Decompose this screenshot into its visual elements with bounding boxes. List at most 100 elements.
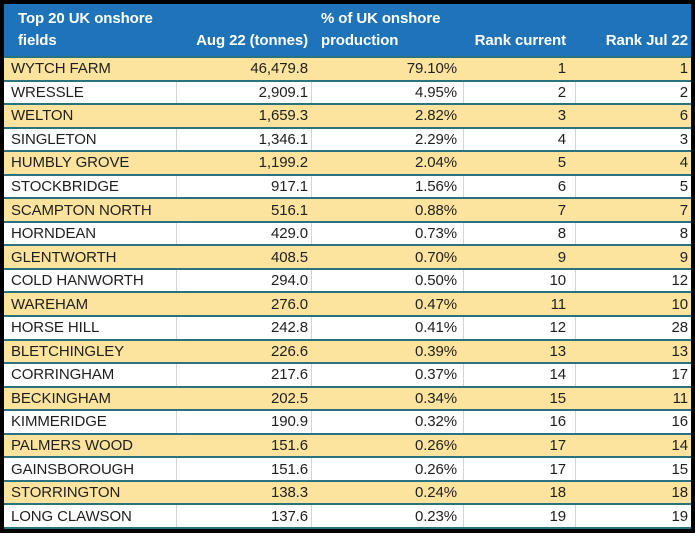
percent-cell: 0.70% [414, 248, 457, 266]
tonnes-cell: 1,199.2 [258, 154, 308, 172]
table-row: COLD HANWORTH 294.0 0.50% 10 12 [4, 267, 691, 292]
header-rank-jul22: Rank Jul 22 [575, 4, 691, 56]
rank-current-cell: 5 [557, 154, 566, 172]
tonnes-cell: 242.8 [176, 317, 311, 339]
tonnes-cell: 151.6 [176, 458, 311, 480]
tonnes-cell: 1,346.1 [176, 128, 311, 151]
rank-current-cell: 19 [463, 505, 575, 527]
table-row: LONG CLAWSON 137.6 0.23% 19 19 [4, 503, 691, 529]
rank-jul22-cell: 11 [672, 389, 688, 407]
rank-jul22-cell: 15 [575, 458, 691, 480]
rank-jul22-cell: 12 [575, 269, 691, 292]
percent-cell: 0.24% [414, 484, 457, 502]
percent-cell: 0.73% [311, 222, 463, 245]
header-fields-line1: Top 20 UK onshore [18, 10, 153, 27]
rank-current-cell: 1 [557, 60, 566, 78]
rank-current-cell: 2 [463, 81, 575, 104]
table-row: WELTON 1,659.3 2.82% 3 6 [4, 103, 691, 127]
table-row: HUMBLY GROVE 1,199.2 2.04% 5 4 [4, 150, 691, 174]
rank-current-cell: 10 [463, 269, 575, 292]
rank-jul22-cell: 8 [575, 222, 691, 245]
percent-cell: 0.50% [311, 269, 463, 292]
field-name-cell: WYTCH FARM [11, 60, 111, 78]
tonnes-cell: 138.3 [270, 484, 308, 502]
rank-jul22-cell: 18 [671, 484, 689, 502]
field-name-cell: KIMMERIDGE [11, 413, 107, 431]
tonnes-cell: 294.0 [176, 269, 311, 292]
rank-current-cell: 17 [463, 458, 575, 480]
header-pct-production: % of UK onshore production [311, 4, 463, 56]
tonnes-cell: 151.6 [270, 437, 308, 455]
tonnes-cell: 226.6 [270, 342, 308, 360]
rank-current-cell: 15 [549, 389, 567, 407]
rank-jul22-cell: 13 [671, 342, 689, 360]
rank-current-cell: 8 [463, 222, 575, 245]
percent-cell: 4.95% [311, 81, 463, 104]
header-aug22-tonnes-label: Aug 22 (tonnes) [196, 32, 308, 49]
rank-current-cell: 18 [549, 484, 567, 502]
field-name-cell: WAREHAM [11, 295, 89, 313]
table-row: GAINSBOROUGH 151.6 0.26% 17 15 [4, 456, 691, 480]
table-row: CORRINGHAM 217.6 0.37% 14 17 [4, 362, 691, 386]
percent-cell: 0.26% [414, 437, 457, 455]
rank-current-cell: 4 [463, 128, 575, 151]
table-row: STOCKBRIDGE 917.1 1.56% 6 5 [4, 173, 691, 198]
header-fields: Top 20 UK onshore fields [4, 4, 176, 56]
table-header: Top 20 UK onshore fields Aug 22 (tonnes)… [4, 4, 691, 56]
field-name-cell: HORSE HILL [11, 319, 100, 337]
table-row: PALMERS WOOD 151.6 0.26% 17 14 [4, 432, 691, 457]
field-name-cell: CORRINGHAM [11, 366, 115, 384]
percent-cell: 79.10% [406, 60, 457, 78]
percent-cell: 2.29% [311, 128, 463, 151]
rank-jul22-cell: 9 [679, 248, 688, 266]
rank-current-cell: 3 [557, 107, 566, 125]
rank-current-cell: 11 [550, 295, 566, 313]
table-row: HORSE HILL 242.8 0.41% 12 28 [4, 315, 691, 339]
field-name-cell: WELTON [11, 107, 74, 125]
rank-current-cell: 13 [549, 342, 567, 360]
table-row: SCAMPTON NORTH 516.1 0.88% 7 7 [4, 197, 691, 221]
rank-jul22-cell: 1 [679, 60, 688, 78]
percent-cell: 0.32% [311, 411, 463, 433]
tonnes-cell: 429.0 [176, 222, 311, 245]
table-row: GLENTWORTH 408.5 0.70% 9 9 [4, 244, 691, 268]
percent-cell: 2.82% [414, 107, 457, 125]
table-row: WRESSLE 2,909.1 4.95% 2 2 [4, 79, 691, 104]
rank-current-cell: 14 [463, 364, 575, 386]
table-row: SINGLETON 1,346.1 2.29% 4 3 [4, 126, 691, 151]
tonnes-cell: 217.6 [176, 364, 311, 386]
percent-cell: 0.26% [311, 458, 463, 480]
field-name-cell: SCAMPTON NORTH [11, 201, 152, 219]
rank-jul22-cell: 2 [575, 81, 691, 104]
rank-jul22-cell: 7 [679, 201, 688, 219]
header-pct-line2: production [321, 32, 399, 49]
field-name-cell: PALMERS WOOD [11, 437, 133, 455]
field-name-cell: LONG CLAWSON [11, 507, 132, 525]
field-name-cell: STOCKBRIDGE [11, 178, 119, 195]
header-pct-line1: % of UK onshore [321, 10, 441, 27]
header-rank-current: Rank current [463, 4, 575, 56]
percent-cell: 0.47% [414, 295, 457, 313]
field-name-cell: GAINSBOROUGH [11, 460, 134, 478]
table-row: WAREHAM 276.0 0.47% 11 10 [4, 291, 691, 316]
tonnes-cell: 276.0 [270, 295, 308, 313]
rank-jul22-cell: 10 [671, 295, 689, 313]
rank-current-cell: 17 [549, 437, 567, 455]
rank-jul22-cell: 14 [671, 437, 689, 455]
table-row: BLETCHINGLEY 226.6 0.39% 13 13 [4, 338, 691, 363]
rank-current-cell: 16 [463, 411, 575, 433]
table-row: WYTCH FARM 46,479.8 79.10% 1 1 [4, 56, 691, 80]
tonnes-cell: 46,479.8 [250, 60, 308, 78]
percent-cell: 2.04% [414, 154, 457, 172]
tonnes-cell: 408.5 [270, 248, 308, 266]
tonnes-cell: 1,659.3 [258, 107, 308, 125]
field-name-cell: SINGLETON [11, 130, 97, 148]
field-name-cell: BECKINGHAM [11, 389, 111, 407]
rank-current-cell: 7 [557, 201, 566, 219]
table-row: STORRINGTON 138.3 0.24% 18 18 [4, 479, 691, 504]
rank-jul22-cell: 28 [575, 317, 691, 339]
percent-cell: 0.23% [311, 505, 463, 527]
rank-jul22-cell: 17 [575, 364, 691, 386]
rank-current-cell: 9 [557, 248, 566, 266]
percent-cell: 1.56% [311, 175, 463, 198]
